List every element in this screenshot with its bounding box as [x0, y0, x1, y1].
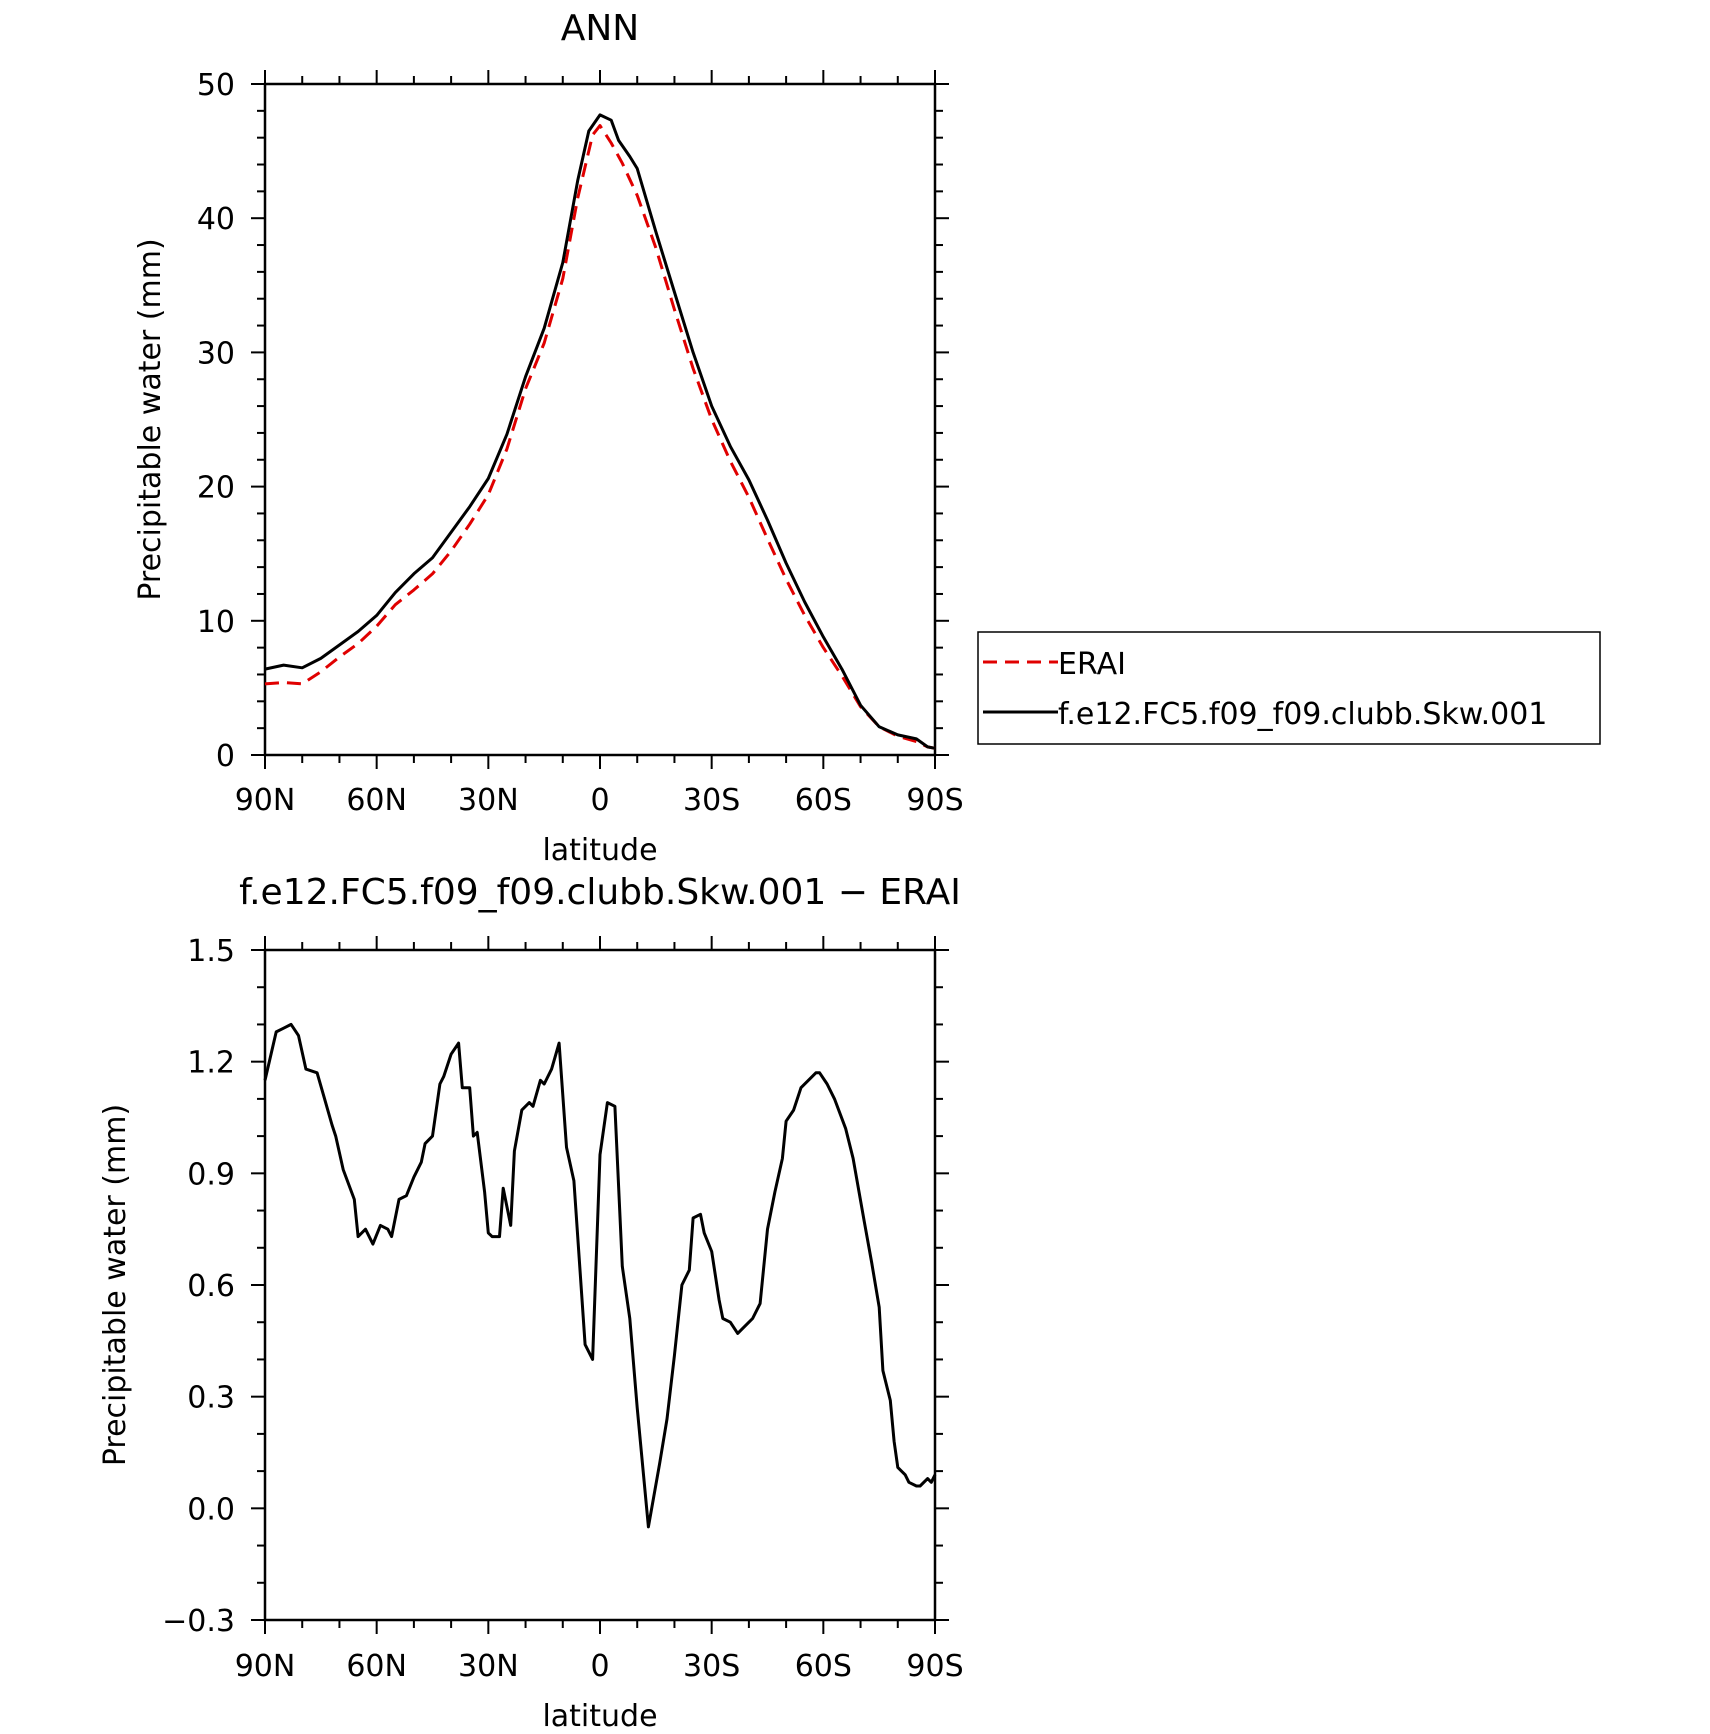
x-axis-label: latitude [542, 1699, 657, 1734]
y-tick-label: 0.9 [187, 1157, 235, 1192]
legend-box [977, 631, 1601, 745]
x-tick-label: 90S [906, 783, 963, 818]
x-tick-label: 90N [235, 1649, 296, 1684]
series-line-erai [264, 124, 936, 750]
series-line-difference [263, 1022, 937, 1529]
plot-frame [263, 948, 937, 1622]
y-tick-label: 0.0 [187, 1492, 235, 1527]
x-tick-label: 60N [346, 783, 407, 818]
x-tick-label: 30S [683, 783, 740, 818]
y-tick-label: 40 [197, 202, 235, 237]
y-axis-label: Precipitable water (mm) [98, 1104, 133, 1466]
x-tick-label: 0 [590, 1649, 609, 1684]
y-tick-label: 20 [197, 471, 235, 506]
legend-label: f.e12.FC5.f09_f09.clubb.Skw.001 [1058, 697, 1547, 732]
y-tick-label: 0.6 [187, 1269, 235, 1304]
legend [977, 631, 1601, 745]
x-tick-label: 60S [795, 783, 852, 818]
y-tick-label: 0.3 [187, 1381, 235, 1416]
plot-panel-1 [251, 70, 949, 769]
y-tick-label: 0 [216, 739, 235, 774]
x-tick-label: 60S [795, 1649, 852, 1684]
x-axis-label: latitude [542, 833, 657, 868]
series-line-f-e12-fc5-f09-f09-clubb-skw-001 [264, 113, 936, 750]
x-tick-label: 30S [683, 1649, 740, 1684]
y-tick-label: 1.2 [187, 1046, 235, 1081]
y-tick-label: 10 [197, 605, 235, 640]
chart-title: ANN [561, 8, 640, 49]
x-tick-label: 60N [346, 1649, 407, 1684]
y-tick-label: 30 [197, 336, 235, 371]
x-tick-label: 90S [906, 1649, 963, 1684]
x-tick-label: 30N [458, 783, 519, 818]
plot-panel-2 [251, 936, 949, 1634]
legend-label: ERAI [1058, 647, 1126, 682]
y-tick-label: 1.5 [187, 934, 235, 969]
x-tick-label: 90N [235, 783, 296, 818]
y-tick-label: −0.3 [162, 1604, 235, 1639]
y-axis-label: Precipitable water (mm) [133, 238, 168, 600]
x-tick-label: 30N [458, 1649, 519, 1684]
y-tick-label: 50 [197, 68, 235, 103]
x-tick-label: 0 [590, 783, 609, 818]
chart-title: f.e12.FC5.f09_f09.clubb.Skw.001 − ERAI [239, 872, 961, 913]
